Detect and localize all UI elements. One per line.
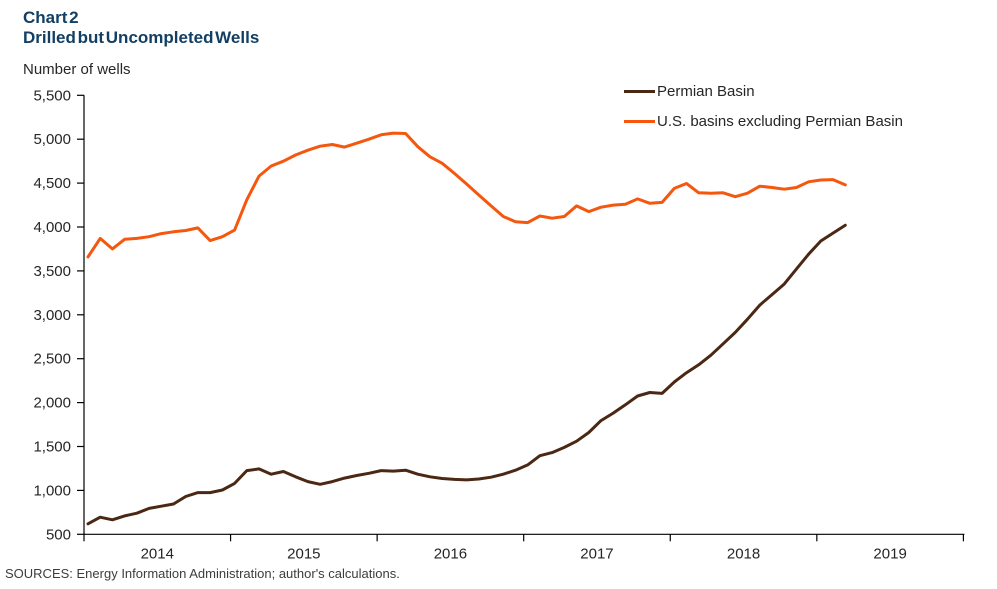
- series-line-permian-basin: [86, 223, 847, 526]
- legend: Permian Basin U.S. basins excluding Perm…: [624, 76, 903, 136]
- y-tick-label: 5,500: [33, 87, 71, 104]
- y-tick-label: 1,000: [33, 482, 71, 499]
- y-tick-label: 4,500: [33, 175, 71, 192]
- legend-item-permian: Permian Basin: [624, 76, 903, 106]
- y-tick-label: 2,000: [33, 395, 71, 412]
- legend-label-permian: Permian Basin: [657, 82, 755, 100]
- y-tick-label: 500: [46, 526, 71, 543]
- chart-title: Drilled but Uncompleted Wells: [23, 28, 260, 47]
- x-tick-label: 2014: [141, 545, 174, 562]
- x-tick-label: 2016: [434, 545, 467, 562]
- series-line-u-s-basins-excluding-permian-basin: [86, 131, 847, 259]
- y-tick-label: 1,500: [33, 439, 71, 456]
- y-tick-label: 5,000: [33, 131, 71, 148]
- legend-label-us-ex-permian: U.S. basins excluding Permian Basin: [657, 112, 903, 130]
- x-tick-label: 2015: [287, 545, 320, 562]
- y-tick-label: 4,000: [33, 219, 71, 236]
- y-axis-unit-label: Number of wells: [23, 61, 131, 78]
- x-tick-label: 2018: [727, 545, 760, 562]
- us-ex-permian-line-swatch: [624, 119, 655, 123]
- y-tick-label: 3,500: [33, 263, 71, 280]
- legend-item-us-ex-permian: U.S. basins excluding Permian Basin: [624, 106, 903, 136]
- x-tick-label: 2019: [873, 545, 906, 562]
- y-tick-label: 3,000: [33, 307, 71, 324]
- permian-line-swatch: [624, 89, 655, 93]
- source-note: SOURCES: Energy Information Administrati…: [5, 566, 400, 581]
- chart-title-block: Chart 2 Drilled but Uncompleted Wells: [23, 8, 259, 48]
- x-tick-label: 2017: [580, 545, 613, 562]
- chart-number: Chart 2: [23, 8, 79, 27]
- y-tick-label: 2,500: [33, 351, 71, 368]
